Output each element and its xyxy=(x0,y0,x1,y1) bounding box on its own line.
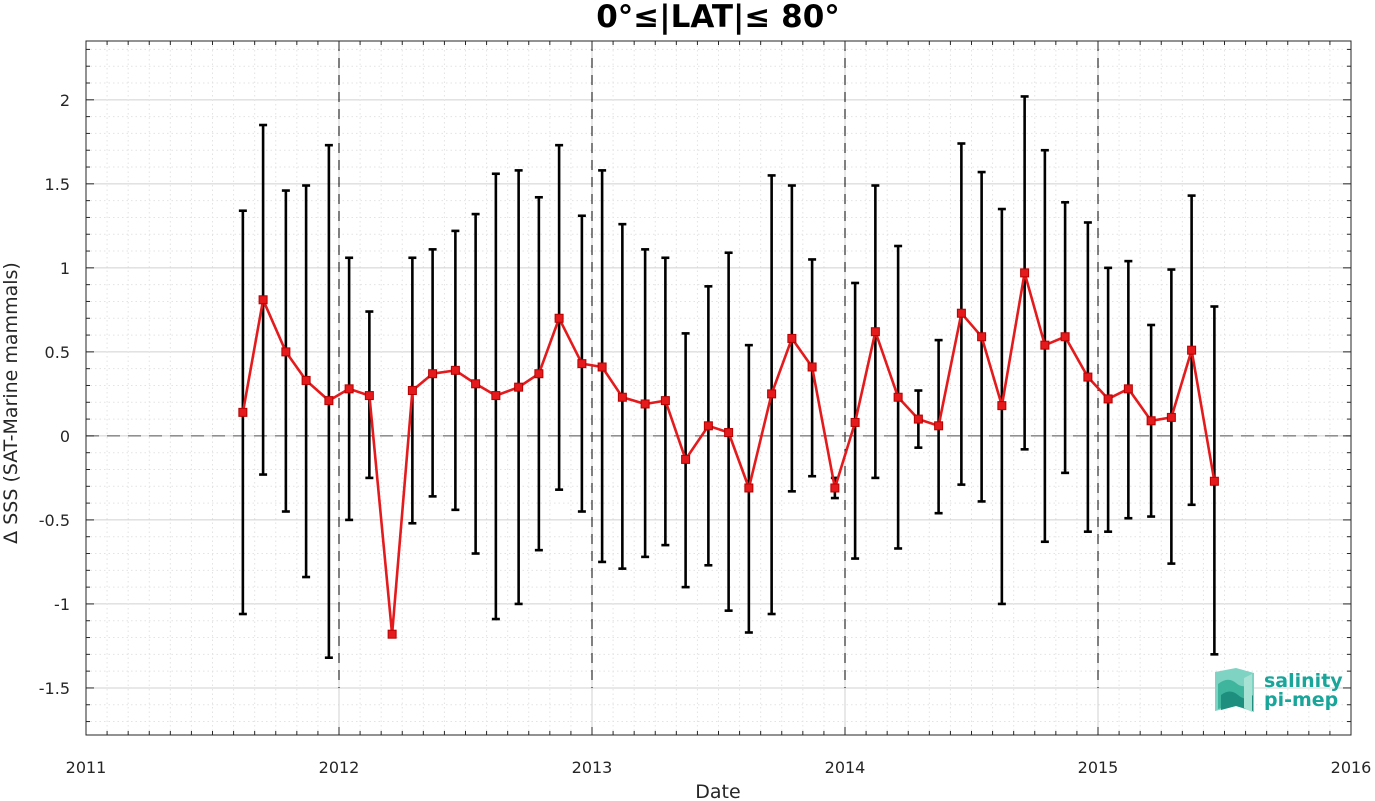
data-point xyxy=(1123,384,1133,394)
grid xyxy=(85,41,1352,735)
data-point xyxy=(1040,340,1050,350)
data-point xyxy=(577,359,587,369)
data-point xyxy=(830,483,840,493)
data-point xyxy=(744,483,754,493)
data-point xyxy=(617,392,627,402)
data-point xyxy=(640,399,650,409)
data-point xyxy=(514,382,524,392)
data-point xyxy=(597,362,607,372)
data-point xyxy=(554,313,564,323)
x-tick-labels: 2011 2012 2013 2014 2015 2016 xyxy=(66,758,1372,777)
data-point xyxy=(471,379,481,389)
y-tick-label: -0.5 xyxy=(39,511,70,530)
y-tick-label: 1 xyxy=(60,259,70,278)
data-point xyxy=(997,401,1007,411)
data-point xyxy=(1209,476,1219,486)
y-tick-label: 0.5 xyxy=(45,343,70,362)
y-tick-label: 1.5 xyxy=(45,175,70,194)
y-tick-label: -1.5 xyxy=(39,679,70,698)
data-point xyxy=(893,392,903,402)
data-point xyxy=(703,421,713,431)
data-point xyxy=(660,396,670,406)
data-point xyxy=(1103,394,1113,404)
wave-icon xyxy=(1215,668,1254,712)
y-tick-labels: -1.5 -1 -0.5 0 0.5 1 1.5 2 xyxy=(39,91,70,698)
chart-title: 0°≤|LAT|≤ 80° xyxy=(596,0,840,35)
axes xyxy=(85,40,1352,736)
x-tick-label: 2014 xyxy=(825,758,866,777)
data-point xyxy=(850,417,860,427)
x-tick-label: 2011 xyxy=(66,758,107,777)
data-point xyxy=(870,327,880,337)
logo-text-pi-mep: pi-mep xyxy=(1264,689,1338,711)
y-tick-label: -1 xyxy=(54,595,70,614)
data-point xyxy=(301,375,311,385)
data-point xyxy=(364,391,374,401)
data-point xyxy=(428,369,438,379)
data-point xyxy=(934,421,944,431)
x-tick-label: 2012 xyxy=(319,758,360,777)
y-axis-label: Δ SSS (SAT-Marine mammals) xyxy=(0,262,22,544)
series-markers xyxy=(238,268,1219,639)
data-point xyxy=(324,396,334,406)
data-point xyxy=(238,407,248,417)
y-tick-label: 2 xyxy=(60,91,70,110)
data-point xyxy=(491,391,501,401)
data-point xyxy=(767,389,777,399)
data-point xyxy=(1020,268,1030,278)
logo-text-salinity: salinity xyxy=(1264,670,1343,692)
data-point xyxy=(387,629,397,639)
data-point xyxy=(258,295,268,305)
x-tick-label: 2013 xyxy=(572,758,613,777)
x-tick-label: 2015 xyxy=(1078,758,1119,777)
data-point xyxy=(913,414,923,424)
data-point xyxy=(977,332,987,342)
data-point xyxy=(1166,412,1176,422)
data-point xyxy=(1083,372,1093,382)
x-tick-label: 2016 xyxy=(1331,758,1372,777)
data-point xyxy=(1187,345,1197,355)
data-point xyxy=(1146,416,1156,426)
data-point xyxy=(344,384,354,394)
data-point xyxy=(281,347,291,357)
data-point xyxy=(724,428,734,438)
data-point xyxy=(681,454,691,464)
x-axis-label: Date xyxy=(695,781,740,801)
data-point xyxy=(787,333,797,343)
data-point xyxy=(534,369,544,379)
data-point xyxy=(450,365,460,375)
y-tick-label: 0 xyxy=(60,427,70,446)
data-point xyxy=(956,308,966,318)
data-point xyxy=(1060,332,1070,342)
data-point xyxy=(407,386,417,396)
data-point xyxy=(807,362,817,372)
salinity-pi-mep-logo: salinity pi-mep xyxy=(1215,668,1343,712)
